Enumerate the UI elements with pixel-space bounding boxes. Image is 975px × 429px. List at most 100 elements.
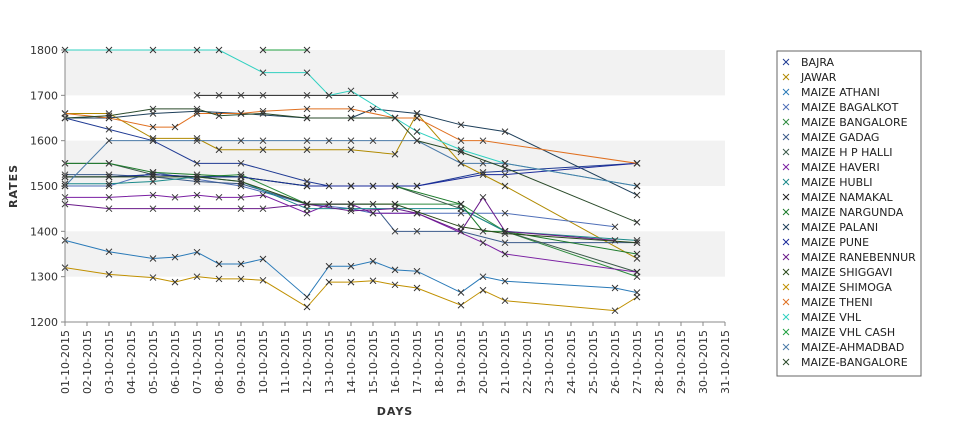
data-point-maize-ahmadbad — [479, 159, 487, 167]
y-tick-label: 1700 — [30, 89, 58, 102]
data-point-maize-athani — [347, 262, 355, 270]
x-tick-label: 07-10-2015 — [191, 330, 204, 394]
legend-label: MAIZE PUNE — [801, 236, 869, 249]
data-point-maize-vhl — [303, 69, 311, 77]
data-point-maize-athani — [479, 273, 487, 281]
legend-item-maize-bangalore: MAIZE BANGALORE — [782, 116, 908, 129]
data-point-maize-shimoga — [215, 275, 223, 283]
legend-marker-maize-palani — [782, 223, 790, 231]
legend-label: MAIZE THENI — [801, 296, 873, 309]
legend-item-maize-namakal: MAIZE NAMAKAL — [782, 191, 894, 204]
data-point-maize-ranebennur — [347, 207, 355, 215]
legend-item-maize-gadag: MAIZE GADAG — [782, 131, 879, 144]
data-point-maize-athani — [303, 293, 311, 301]
x-tick-label: 20-10-2015 — [477, 330, 490, 394]
legend-marker-maize-vhl-cash — [782, 328, 790, 336]
data-point-jawar — [193, 135, 201, 142]
data-point-maize-pune — [479, 171, 487, 179]
data-point-maize-bangalore — [633, 218, 641, 226]
data-point-maize-shimoga — [149, 274, 157, 281]
y-tick-label: 1500 — [30, 180, 58, 193]
legend-label: MAIZE VHL CASH — [801, 326, 895, 339]
legend-item-maize-ranebennur: MAIZE RANEBENNUR — [782, 251, 916, 264]
legend-item-maize-athani: MAIZE ATHANI — [782, 86, 880, 99]
x-tick-label: 25-10-2015 — [587, 330, 600, 394]
data-point-maize-bangalore — [237, 171, 245, 179]
data-point-maize-haveri — [105, 193, 113, 201]
data-point-maize-shiggavi — [105, 173, 113, 181]
data-point-maize-bangalore — [391, 114, 399, 122]
data-point-maize-athani — [391, 266, 399, 274]
data-point-maize-bangalore — [413, 137, 421, 145]
legend-item-maize-vhl: MAIZE VHL — [782, 311, 862, 324]
legend-item-maize-bagalkot: MAIZE BAGALKOT — [782, 101, 899, 114]
data-point-maize-ahmadbad — [325, 137, 333, 145]
data-point-jawar — [215, 146, 223, 154]
data-point-maize-palani — [193, 107, 201, 115]
series-line-maize-theni — [64, 108, 638, 164]
x-tick-label: 14-10-2015 — [345, 330, 358, 394]
data-point-maize-athani — [413, 267, 421, 275]
data-point-maize-ahmadbad — [237, 137, 245, 145]
x-tick-label: 21-10-2015 — [499, 330, 512, 394]
data-point-maize-gadag — [369, 200, 377, 208]
data-point-maize-ahmadbad — [193, 137, 201, 145]
data-point-maize-ranebennur — [611, 237, 619, 244]
legend-marker-maize-namakal — [782, 193, 790, 201]
legend-item-maize-haveri: MAIZE HAVERI — [782, 161, 880, 174]
x-tick-label: 17-10-2015 — [411, 330, 424, 394]
data-point-maize-athani — [501, 277, 509, 285]
x-axis-title: DAYS — [377, 405, 413, 418]
y-tick-label: 1800 — [30, 44, 58, 57]
x-tick-label: 16-10-2015 — [389, 330, 402, 394]
data-point-maize-shimoga — [303, 303, 311, 311]
data-point-maize-theni — [479, 137, 487, 145]
data-point-maize-ahmadbad — [369, 137, 377, 145]
x-tick-label: 02-10-2015 — [81, 330, 94, 394]
data-point-maize-shimoga — [347, 278, 355, 286]
data-point-maize-athani — [369, 257, 377, 265]
data-point-maize-haveri — [237, 193, 245, 201]
legend-label: MAIZE HAVERI — [801, 161, 880, 174]
data-point-maize-ranebennur — [105, 205, 113, 213]
data-point-maize-shimoga — [633, 293, 641, 301]
data-point-maize-shimoga — [237, 275, 245, 283]
data-point-maize-bangalore — [193, 105, 201, 113]
legend-marker-maize-haveri — [782, 163, 790, 171]
legend-marker-maize-h-p-halli — [782, 148, 790, 156]
x-tick-label: 22-10-2015 — [521, 330, 534, 394]
data-point-maize-haveri — [149, 191, 157, 199]
data-point-maize-theni — [171, 123, 179, 131]
legend-label: BAJRA — [801, 56, 835, 69]
data-point-jawar — [391, 150, 399, 158]
data-point-maize-athani — [259, 255, 267, 263]
data-point-maize-vhl — [259, 69, 267, 77]
legend-label: MAIZE NARGUNDA — [801, 206, 904, 219]
data-point-maize-palani — [457, 121, 465, 129]
data-point-maize-haveri — [171, 193, 179, 201]
legend-label: MAIZE NAMAKAL — [801, 191, 894, 204]
data-point-maize-vhl-cash — [303, 46, 311, 54]
legend-marker-maize-shiggavi — [782, 268, 790, 276]
data-point-maize-ranebennur — [259, 205, 267, 213]
legend-item-maize-palani: MAIZE PALANI — [782, 221, 878, 234]
x-tick-label: 12-10-2015 — [301, 330, 314, 394]
data-point-maize-pune — [413, 182, 421, 190]
data-point-maize-haveri — [215, 193, 223, 201]
data-point-bajra — [193, 159, 201, 167]
y-tick-label: 1200 — [30, 316, 58, 329]
data-point-maize-theni — [457, 137, 465, 145]
data-point-maize-shimoga — [325, 278, 333, 286]
data-point-maize-hubli — [633, 237, 641, 244]
data-point-maize-nargunda — [457, 200, 465, 208]
data-point-maize-vhl — [193, 46, 201, 54]
legend-item-maize-vhl-cash: MAIZE VHL CASH — [782, 326, 895, 339]
data-point-maize-shimoga — [193, 273, 201, 281]
data-point-maize-ahmadbad — [457, 159, 465, 167]
data-point-maize-namakal — [237, 91, 245, 99]
data-point-maize-shimoga — [391, 281, 399, 289]
x-tick-label: 26-10-2015 — [609, 330, 622, 394]
x-tick-label: 18-10-2015 — [433, 330, 446, 394]
data-point-maize-shimoga — [171, 278, 179, 286]
x-tick-label: 24-10-2015 — [565, 330, 578, 394]
